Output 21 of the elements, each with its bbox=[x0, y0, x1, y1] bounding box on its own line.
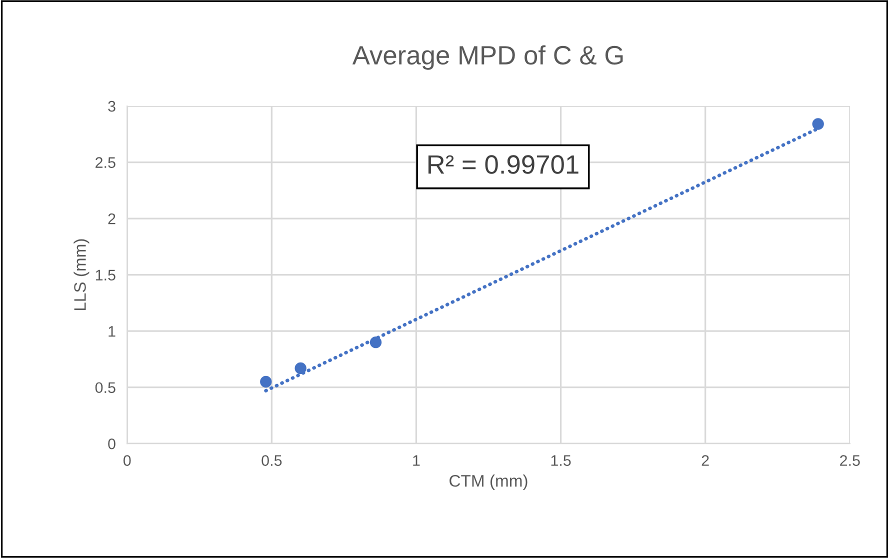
x-tick-label: 0.5 bbox=[262, 455, 282, 466]
y-tick-label: 0 bbox=[108, 438, 116, 450]
point bbox=[260, 376, 272, 388]
y-tick-label: 2 bbox=[108, 213, 116, 224]
point bbox=[370, 336, 382, 348]
x-tick-label: 2 bbox=[702, 455, 709, 466]
y-tick-label: 1 bbox=[108, 326, 116, 337]
x-tick-label: 0 bbox=[123, 455, 131, 466]
y-tick-label: 0.5 bbox=[95, 382, 116, 394]
x-axis-title: CTM (mm) bbox=[450, 474, 528, 490]
y-axis-title: LLS (mm) bbox=[74, 239, 90, 310]
y-tick-label: 3 bbox=[108, 100, 116, 112]
point bbox=[294, 362, 306, 374]
chart-title: Average MPD of C & G bbox=[352, 45, 623, 70]
x-tick-label: 1 bbox=[413, 455, 420, 466]
x-tick-label: 1.5 bbox=[551, 455, 571, 466]
y-tick-label: 1.5 bbox=[96, 270, 116, 280]
point bbox=[812, 118, 824, 130]
annotation: R² = 0.99701 bbox=[428, 155, 578, 174]
x-tick-label: 2.5 bbox=[840, 455, 860, 466]
y-tick-label: 2.5 bbox=[96, 157, 116, 168]
